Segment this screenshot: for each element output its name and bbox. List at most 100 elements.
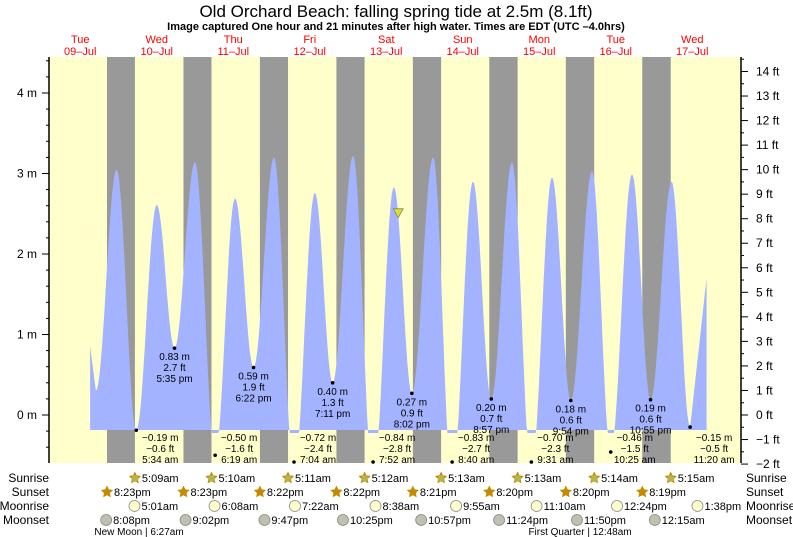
low-tide-height-m: 0.59 m — [238, 372, 269, 383]
low-tide-dot — [213, 453, 217, 458]
sunset-time: 8:23pm — [114, 487, 151, 499]
sunset-star-icon — [559, 485, 572, 498]
moonset-row-label-right: Moonset — [746, 513, 793, 527]
low-tide-time: 7:04 am — [300, 455, 336, 466]
chart-title: Old Orchard Beach: falling spring tide a… — [199, 2, 592, 21]
low-tide-height-ft: −2.7 ft — [462, 444, 490, 455]
right-tick-label: 11 ft — [756, 138, 779, 152]
left-tick-label: 2 m — [17, 247, 37, 261]
moonrise-time: 11:10am — [544, 501, 586, 513]
moonset-moon-icon — [415, 514, 428, 526]
sunrise-disc-icon — [131, 475, 139, 482]
left-tick-label: 3 m — [17, 167, 37, 181]
low-tide-height-m: −0.72 m — [300, 433, 336, 444]
low-tide-height-ft: 0.6 ft — [560, 416, 582, 427]
low-tide-height-ft: 0.6 ft — [639, 415, 661, 426]
low-tide-time: 10:25 am — [614, 455, 656, 466]
moonset-moon-icon — [493, 514, 505, 526]
moonset-time: 12:15am — [662, 515, 705, 527]
day-label-date: 13–Jul — [370, 46, 402, 58]
low-tide-time: 9:31 am — [537, 455, 573, 466]
day-label-date: 14–Jul — [447, 46, 479, 58]
moonset-moon-icon — [100, 514, 113, 526]
low-tide-height-m: −0.15 m — [696, 433, 732, 444]
left-tick-label: 0 m — [17, 408, 37, 422]
moonrise-moon-icon — [611, 500, 623, 512]
low-tide-height-m: 0.18 m — [556, 405, 587, 416]
low-tide-height-ft: −2.4 ft — [304, 444, 332, 455]
day-label-weekday: Tue — [71, 34, 90, 46]
moonrise-moon-icon — [691, 500, 704, 512]
sunrise-disc-icon — [284, 475, 292, 482]
low-tide-height-m: −0.84 m — [379, 433, 415, 444]
low-tide-dot — [569, 398, 573, 403]
low-tide-time: 11:20 am — [694, 455, 735, 466]
right-tick-label: 6 ft — [756, 261, 773, 275]
moonset-moon-icon — [179, 514, 192, 526]
right-tick-label: 13 ft — [756, 89, 780, 103]
sunrise-time: 5:12am — [372, 473, 409, 485]
right-tick-label: −1 ft — [756, 433, 780, 447]
moonrise-moon-icon — [530, 500, 543, 512]
low-tide-dot — [251, 365, 256, 370]
moonset-time: 10:25pm — [350, 515, 393, 527]
low-tide-height-m: 0.27 m — [397, 397, 428, 408]
sunset-time: 8:23pm — [190, 487, 227, 499]
sunset-time: 8:21pm — [420, 487, 457, 499]
low-tide-height-ft: 1.3 ft — [322, 398, 344, 409]
tide-water-area — [90, 155, 707, 434]
low-tide-height-m: 0.40 m — [317, 387, 348, 398]
day-label-weekday: Mon — [529, 34, 550, 46]
low-tide-dot — [172, 346, 177, 350]
day-label-date: 12–Jul — [294, 46, 326, 58]
sunrise-time: 5:09am — [142, 473, 179, 485]
moonset-moon-icon — [337, 514, 349, 526]
day-label-weekday: Tue — [606, 34, 625, 46]
day-label-date: 17–Jul — [676, 46, 708, 58]
moonrise-moon-icon — [289, 500, 301, 512]
sunset-time: 8:19pm — [649, 487, 686, 499]
low-tide-dot — [450, 460, 454, 464]
sunset-star-icon — [100, 485, 114, 498]
moon-phase-label: New Moon | 6:27am — [94, 527, 183, 537]
sunset-star-icon — [483, 485, 496, 498]
right-tick-label: 8 ft — [756, 212, 773, 226]
sunset-time: 8:22pm — [267, 487, 304, 499]
day-label-date: 10–Jul — [141, 46, 173, 58]
moonrise-moon-icon — [369, 500, 382, 512]
low-tide-dot — [688, 425, 692, 429]
low-tide-height-m: 0.20 m — [476, 403, 507, 414]
sunset-time: 8:22pm — [343, 487, 380, 499]
day-label-weekday: Thu — [224, 34, 243, 46]
low-tide-time: 7:52 am — [379, 455, 415, 466]
low-tide-height-ft: 2.7 ft — [163, 363, 185, 374]
sunrise-disc-icon — [208, 475, 215, 482]
sunset-row-label-right: Sunset — [746, 485, 784, 499]
moonset-time: 11:24pm — [506, 515, 548, 527]
left-tick-label: 1 m — [17, 328, 37, 342]
moonset-time: 9:47pm — [271, 515, 308, 527]
low-tide-time: 6:22 pm — [235, 394, 271, 405]
low-tide-height-m: −0.19 m — [142, 433, 178, 444]
moonrise-moon-icon — [208, 500, 221, 512]
sunset-star-icon — [253, 485, 267, 498]
low-tide-time: 5:35 pm — [156, 374, 192, 385]
day-label-weekday: Sat — [378, 34, 395, 46]
moon-phase-label: First Quarter | 12:48am — [528, 527, 631, 537]
moonset-time: 11:50pm — [584, 515, 626, 527]
moonrise-time: 9:55am — [463, 501, 500, 513]
moonrise-time: 12:24pm — [624, 501, 667, 513]
right-tick-label: 10 ft — [756, 163, 780, 177]
low-tide-time: 7:11 pm — [315, 409, 350, 420]
right-tick-label: 9 ft — [756, 187, 773, 201]
sunrise-time: 5:13am — [525, 473, 562, 485]
low-tide-height-m: −0.46 m — [617, 433, 653, 444]
day-label-date: 09–Jul — [64, 46, 96, 58]
sunset-time: 8:20pm — [573, 487, 610, 499]
sunset-star-icon — [177, 485, 190, 498]
moonrise-row-label: Moonrise — [0, 499, 49, 513]
day-label-date: 15–Jul — [523, 46, 555, 58]
sunrise-time: 5:15am — [678, 473, 715, 485]
low-tide-time: 10:55 pm — [630, 426, 672, 437]
low-tide-height-m: −0.70 m — [537, 433, 573, 444]
